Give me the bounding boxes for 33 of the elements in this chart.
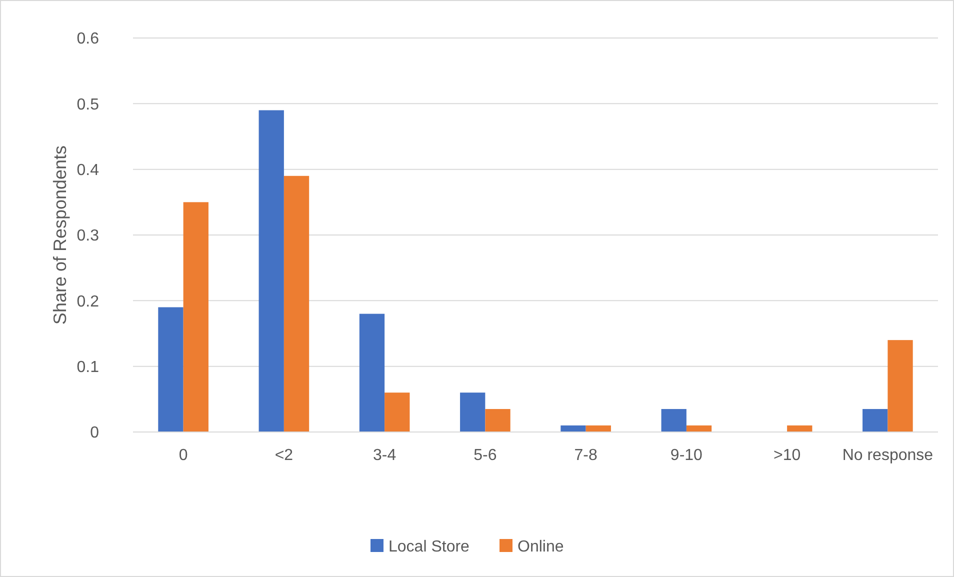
x-tick-label: 5-6: [474, 447, 497, 464]
y-tick-label: 0.1: [76, 358, 100, 376]
bar: [284, 176, 310, 432]
y-tick-label: 0.3: [76, 228, 100, 245]
y-tick-label: 0.5: [76, 96, 100, 114]
bar: [460, 392, 486, 432]
x-tick-label: No response: [842, 447, 934, 464]
bar: [862, 409, 888, 432]
bar: [560, 425, 586, 432]
legend-label: Local Store: [388, 538, 470, 556]
y-tick-label: 0.2: [76, 293, 100, 310]
bar: [485, 409, 510, 432]
bar: [359, 314, 385, 432]
bar: [258, 110, 284, 432]
bar: [384, 392, 410, 432]
x-tick-label: >10: [773, 447, 801, 464]
bar: [787, 425, 812, 432]
bar: [888, 340, 913, 432]
y-tick-label: 0.6: [76, 30, 100, 48]
x-tick-label: 9-10: [670, 447, 703, 464]
x-tick-label: 3-4: [373, 447, 396, 464]
bar: [586, 425, 611, 432]
x-tick-label: 0: [178, 447, 188, 464]
x-tick-label: 7-8: [574, 447, 598, 464]
bar: [158, 307, 184, 432]
y-tick-label: 0: [90, 424, 100, 442]
legend-label: Online: [518, 538, 564, 556]
bar: [686, 425, 712, 432]
bar: [661, 409, 686, 432]
x-tick-label: <2: [274, 447, 294, 464]
y-axis-title: Share of Respondents: [50, 145, 70, 325]
y-tick-label: 0.4: [76, 162, 100, 179]
bar: [183, 202, 208, 432]
